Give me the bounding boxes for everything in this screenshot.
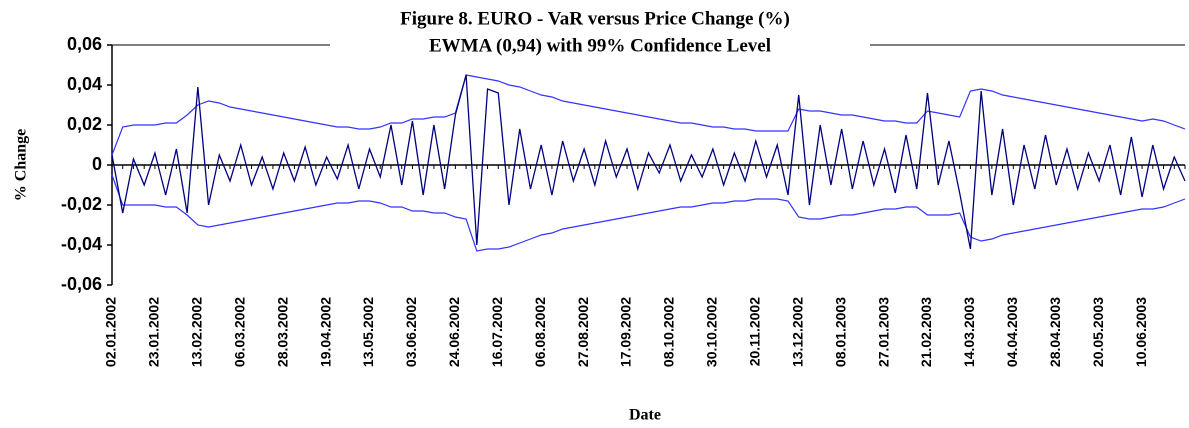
x-tick-label: 17.09.2002 [618,297,634,367]
series-line [111,74,1186,156]
subtitle-background [330,35,870,57]
x-tick-label: 08.01.2003 [832,297,848,367]
y-tick-label: 0,06 [67,34,102,54]
x-tick-label: 14.03.2003 [961,297,977,367]
y-tick-label: -0,06 [61,274,102,294]
x-tick-label: 27.01.2003 [875,297,891,367]
y-tick-label: -0,04 [61,234,102,254]
x-tick-label: 10.06.2003 [1133,297,1149,367]
x-tick-label: 23.01.2002 [146,297,162,367]
chart-subtitle: EWMA (0,94) with 99% Confidence Level [429,35,771,56]
x-tick-label: 02.01.2002 [103,297,119,367]
x-tick-label: 28.04.2003 [1047,297,1063,367]
x-tick-label: 06.03.2002 [231,297,247,367]
x-tick-label: 28.03.2002 [274,297,290,367]
x-tick-label: 06.08.2002 [532,297,548,367]
series-line [111,174,1186,252]
series-line [111,74,1186,250]
x-tick-label: 13.12.2002 [789,297,805,367]
y-tick-label: 0,04 [67,74,102,94]
x-tick-label: 16.07.2002 [489,297,505,367]
y-axis-label: % Change [13,129,30,201]
x-tick-label: 27.08.2002 [575,297,591,367]
x-tick-label: 03.06.2002 [403,297,419,367]
y-tick-label: -0,02 [61,194,102,214]
x-axis-label: Date [629,407,661,424]
y-tick-label: 0,02 [67,114,102,134]
x-tick-label: 13.05.2002 [360,297,376,367]
chart-title: Figure 8. EURO - VaR versus Price Change… [400,8,790,29]
x-tick-label: 24.06.2002 [446,297,462,367]
x-tick-label: 30.10.2002 [704,297,720,367]
x-tick-label: 20.11.2002 [747,297,763,367]
x-tick-label: 20.05.2003 [1090,297,1106,367]
x-tick-label: 08.10.2002 [661,297,677,367]
x-tick-label: 04.04.2003 [1004,297,1020,367]
x-tick-label: 21.02.2003 [918,297,934,367]
x-tick-label: 13.02.2002 [189,297,205,367]
x-tick-label: 19.04.2002 [317,297,333,367]
y-tick-label: 0 [92,154,102,174]
